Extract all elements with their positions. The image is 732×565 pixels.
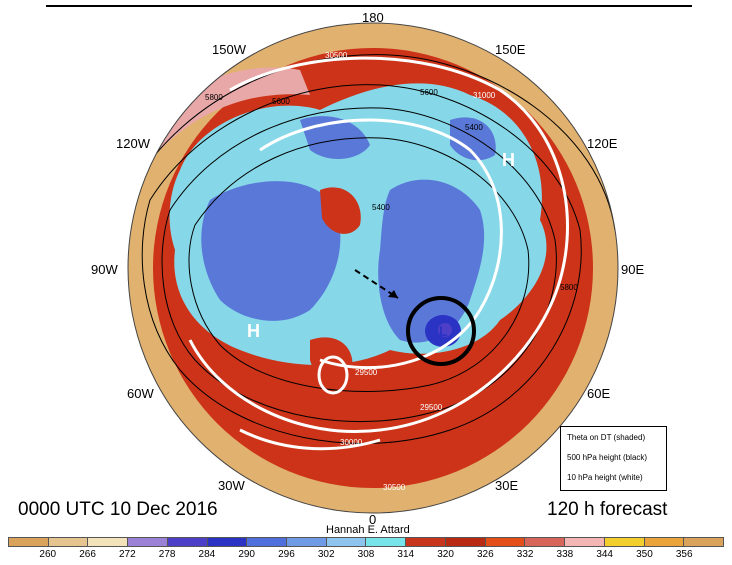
colorbar-swatch (445, 538, 486, 546)
colorbar-swatch (88, 538, 129, 546)
colorbar-swatch (644, 538, 685, 546)
geopotential-contour-1 (141, 84, 582, 444)
colorbar-swatch (167, 538, 208, 546)
colorbar-tick-label: 344 (596, 549, 613, 560)
longitude-label-90w: 90W (91, 262, 118, 277)
longitude-label-120w: 120W (116, 136, 150, 151)
red-intrusion-center (320, 187, 361, 234)
contour-label-white: 29500 (420, 403, 443, 412)
longitude-label-180: 180 (362, 10, 384, 25)
colorbar-tick-label: 308 (357, 549, 375, 560)
colorbar (8, 537, 724, 547)
contour-label-black: 5800 (560, 283, 578, 292)
colorbar-swatch (128, 538, 168, 546)
colorbar-swatch (9, 538, 49, 546)
author-credit: Hannah E. Attard (326, 524, 410, 536)
stratospheric-contour-3 (317, 355, 349, 395)
legend-theta-label: Theta on DT (shaded) (567, 433, 646, 442)
colorbar-tick-label: 260 (39, 549, 57, 560)
colorbar-swatch (604, 538, 645, 546)
longitude-label-150e: 150E (495, 42, 526, 57)
colorbar-swatch (565, 538, 605, 546)
longitude-label-60w: 60W (127, 386, 154, 401)
colorbar-swatch (406, 538, 446, 546)
blue-trough-west (201, 181, 341, 321)
contour-label-black: 5600 (272, 97, 290, 106)
stratospheric-contour-4 (239, 428, 381, 451)
top-rule (46, 5, 692, 7)
colorbar-tick-label: 314 (397, 549, 415, 560)
colorbar-swatch (485, 538, 526, 546)
trajectory-arrowhead (388, 290, 398, 298)
longitude-label-60e: 60E (587, 386, 611, 401)
deep-low-center (438, 323, 452, 337)
stratospheric-contour-2 (259, 118, 503, 370)
forecast-hour: 120 h forecast (547, 499, 668, 520)
colorbar-tick-label: 326 (476, 549, 494, 560)
longitude-label-150w: 150W (212, 42, 246, 57)
trajectory-arrow (354, 269, 399, 299)
longitude-label-0: 0 (369, 512, 377, 527)
colorbar-tick-label: 278 (158, 549, 176, 560)
contour-label-black: 5400 (372, 203, 390, 212)
blue-arm-ne (450, 117, 496, 161)
colorbar-tick-label: 290 (238, 549, 255, 560)
colorbar-swatch (684, 538, 723, 546)
legend-10hpa-label: 10 hPa height (white) (567, 473, 643, 482)
colorbar-swatch (326, 538, 367, 546)
colorbar-tick-label: 296 (278, 549, 295, 560)
map-boundary (127, 22, 619, 514)
colorbar-labels: 260 266 272 278 284 290 296 302 308 314 320 326 332 3… (0, 549, 732, 563)
colorbar-swatch (48, 538, 89, 546)
longitude-label-30w: 30W (218, 478, 245, 493)
colorbar-swatch (287, 538, 327, 546)
geopotential-contour-4 (129, 54, 616, 231)
contour-label-black: 5400 (465, 123, 483, 132)
contour-label-white: 31000 (473, 91, 496, 100)
colorbar-swatch (366, 538, 407, 546)
legend-500hpa-label: 500 hPa height (black) (567, 453, 648, 462)
low-highlight-circle (406, 296, 476, 366)
colorbar-tick-label: 332 (516, 549, 534, 560)
low-center-label: L (439, 323, 448, 339)
contour-label-white: 30500 (383, 483, 406, 492)
colorbar-tick-label: 350 (636, 549, 653, 560)
longitude-label-90e: 90E (621, 262, 645, 277)
high-center-label: H (247, 321, 260, 341)
pink-streak (140, 67, 310, 150)
geopotential-contour-3 (188, 137, 530, 392)
contour-label-white: 29500 (355, 368, 378, 377)
colorbar-tick-label: 356 (675, 549, 693, 560)
colorbar-tick-label: 338 (556, 549, 574, 560)
colorbar-tick-label: 266 (79, 549, 96, 560)
contour-label-black: 5600 (420, 88, 438, 97)
longitude-label-30e: 30E (495, 478, 519, 493)
colorbar-swatch (525, 538, 566, 546)
longitude-label-120e: 120E (587, 136, 618, 151)
colorbar-tick-label: 284 (198, 549, 216, 560)
high-center-label: H (502, 150, 515, 170)
colorbar-swatch (247, 538, 288, 546)
colorbar-swatch (207, 538, 248, 546)
colorbar-tick-label: 302 (317, 549, 335, 560)
polar-map: H H L 5400 5600 5800 5600 5400 5800 3050… (91, 10, 645, 527)
colorbar-tick-label: 272 (118, 549, 136, 560)
map-legend: Theta on DT (shaded) 500 hPa height (bla… (560, 426, 667, 491)
contour-label-white: 30000 (340, 438, 363, 447)
contour-label-black: 5800 (205, 93, 223, 102)
colorbar-tick-label: 320 (437, 549, 454, 560)
valid-time: 0000 UTC 10 Dec 2016 (18, 499, 218, 520)
contour-label-white: 30500 (325, 51, 348, 60)
stratospheric-contour-1 (188, 56, 569, 433)
